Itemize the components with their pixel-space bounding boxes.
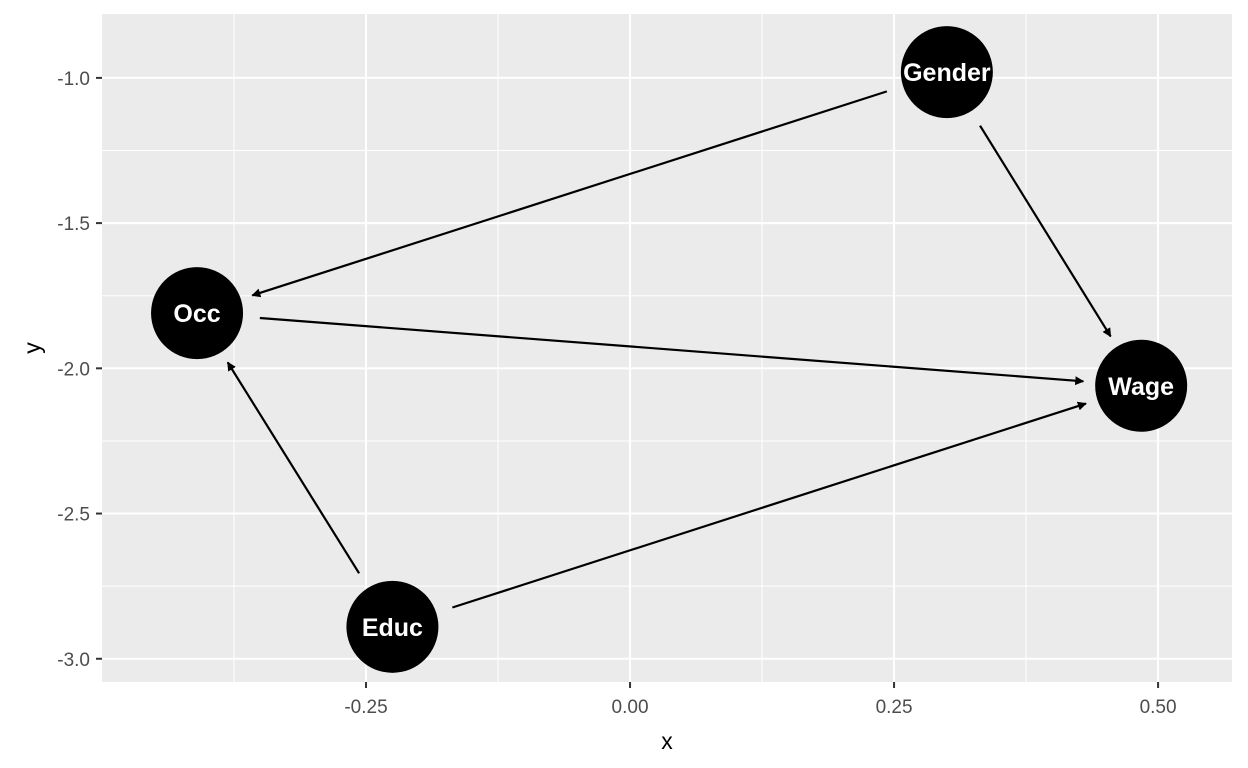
node-gender — [900, 26, 993, 119]
edge-gender-to-occ — [251, 90, 888, 298]
x-tick-label-0: -0.25 — [344, 697, 387, 718]
node-occ — [151, 267, 244, 360]
grid-major — [102, 14, 1232, 682]
y-tick-label-4: -3.0 — [57, 650, 90, 671]
x-axis-ticks: -0.25 0.00 0.25 0.50 — [344, 682, 1177, 718]
node-label-occ: Occ — [173, 300, 220, 328]
x-tick-label-2: 0.25 — [876, 697, 913, 718]
y-axis-ticks: -1.0 -1.5 -2.0 -2.5 -3.0 — [57, 69, 102, 671]
grid-minor — [102, 14, 1232, 682]
edge-occ-to-wage — [259, 316, 1085, 386]
dag-edges — [226, 90, 1112, 609]
edge-gender-to-wage — [979, 125, 1112, 338]
y-axis-title: y — [19, 342, 45, 354]
edge-educ-to-wage — [452, 401, 1087, 609]
x-tick-label-1: 0.00 — [612, 697, 649, 718]
node-wage — [1095, 339, 1188, 432]
y-tick-label-0: -1.0 — [57, 69, 90, 90]
node-label-wage: Wage — [1108, 373, 1174, 401]
x-tick-label-3: 0.50 — [1140, 697, 1177, 718]
y-tick-label-1: -1.5 — [57, 214, 90, 235]
x-axis-title: x — [661, 728, 673, 754]
node-label-educ: Educ — [362, 614, 423, 642]
node-educ — [346, 580, 439, 673]
node-label-gender: Gender — [903, 59, 991, 87]
dag-nodes: Gender Occ Wage Educ — [151, 26, 1188, 673]
plot-panel — [102, 14, 1232, 682]
edge-educ-to-occ — [226, 361, 361, 574]
y-tick-label-2: -2.0 — [57, 359, 90, 380]
y-tick-label-3: -2.5 — [57, 505, 90, 526]
